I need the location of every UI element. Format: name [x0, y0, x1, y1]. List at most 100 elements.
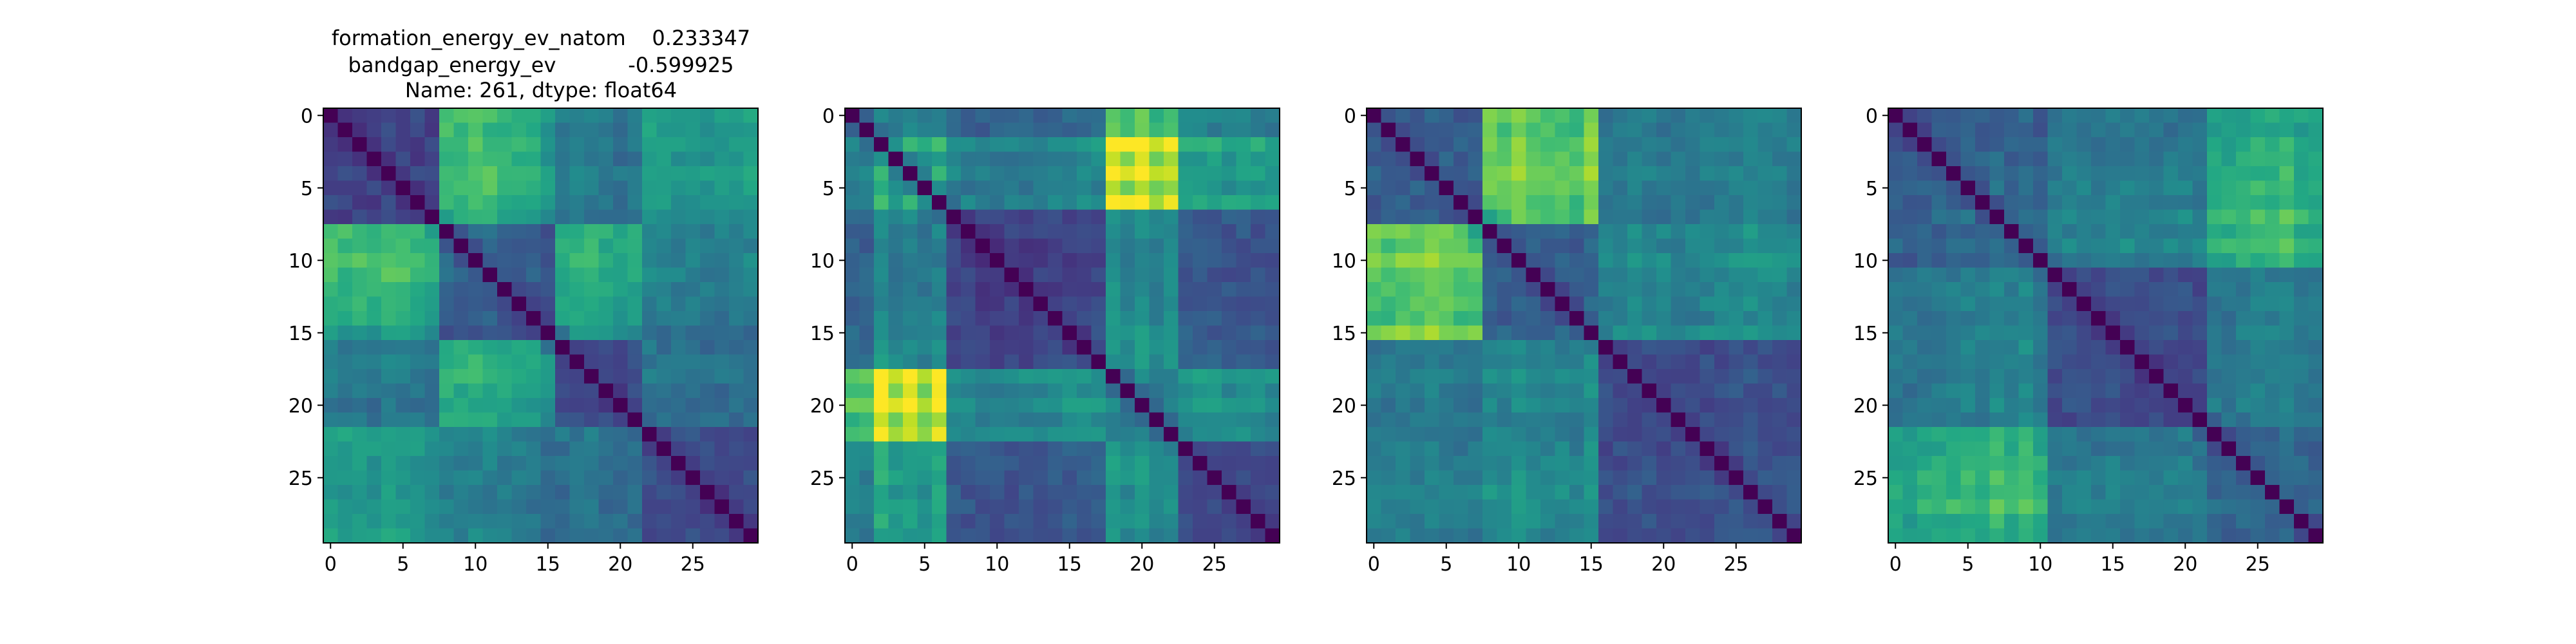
heatmap-cell [946, 151, 961, 167]
heatmap-cell [613, 296, 629, 312]
heatmap-cell [1989, 325, 2005, 341]
heatmap-cell [1613, 166, 1628, 182]
heatmap-cell [1569, 514, 1585, 529]
heatmap-cell [1048, 369, 1063, 384]
heatmap-cell [1946, 253, 1962, 269]
heatmap-cell [1975, 412, 1991, 428]
heatmap-cell [1236, 470, 1251, 486]
heatmap-cell [946, 166, 961, 182]
heatmap-cell [453, 166, 469, 182]
heatmap-cell [1454, 137, 1469, 153]
heatmap-cell [874, 325, 889, 341]
heatmap-cell [1671, 427, 1686, 442]
heatmap-cell [1786, 151, 1802, 167]
heatmap-cell [2120, 514, 2136, 529]
heatmap-cell [613, 369, 629, 384]
heatmap-cell [1526, 122, 1541, 138]
heatmap-cell [1989, 354, 2005, 370]
heatmap-cell [555, 224, 571, 240]
heatmap-cell [1454, 195, 1469, 211]
heatmap-cell [2033, 514, 2049, 529]
heatmap-cell [888, 224, 904, 240]
heatmap-cell [1439, 427, 1454, 442]
heatmap-cell [1960, 282, 1976, 298]
heatmap-cell [2279, 195, 2295, 211]
heatmap-cell [1236, 485, 1251, 500]
heatmap-cell [2192, 470, 2208, 486]
heatmap-cell [1410, 151, 1425, 167]
heatmap-cell [714, 282, 730, 298]
heatmap-cell [497, 137, 513, 153]
heatmap-cell [1048, 456, 1063, 471]
heatmap-cell [1236, 151, 1251, 167]
heatmap-cell [1207, 354, 1222, 370]
heatmap-cell [540, 151, 556, 167]
heatmap-cell [1193, 311, 1208, 327]
heatmap-cell [2120, 485, 2136, 500]
heatmap-cell [1613, 151, 1628, 167]
heatmap-cell [2091, 137, 2107, 153]
heatmap-cell [540, 267, 556, 283]
heatmap-cell [540, 108, 556, 124]
heatmap-cell [1425, 209, 1440, 225]
heatmap-cell [1526, 108, 1541, 124]
heatmap-cell [2018, 253, 2034, 269]
heatmap-cell [888, 108, 904, 124]
heatmap-cell [1975, 383, 1991, 399]
heatmap-cell [2163, 470, 2179, 486]
heatmap-cell [1917, 398, 1933, 413]
heatmap-cell [1931, 296, 1947, 312]
heatmap-cell [2076, 238, 2092, 254]
heatmap-cell [1062, 441, 1077, 457]
heatmap-cell [2004, 470, 2020, 486]
heatmap-cell [1917, 238, 1933, 254]
heatmap-cell [2120, 398, 2136, 413]
heatmap-cell [1555, 485, 1570, 500]
heatmap-cell [2221, 456, 2237, 471]
heatmap-cell [511, 499, 527, 515]
heatmap-cell [1149, 340, 1164, 355]
heatmap-cell [1960, 528, 1976, 544]
heatmap-cell [1613, 499, 1628, 515]
heatmap-cell [1540, 485, 1556, 500]
heatmap-cell [990, 427, 1005, 442]
heatmap-cell [2120, 354, 2136, 370]
heatmap-cell [990, 253, 1005, 269]
heatmap-cell [2047, 166, 2063, 182]
heatmap-cell [1265, 296, 1280, 312]
heatmap-cell [714, 325, 730, 341]
heatmap-cell [627, 427, 643, 442]
heatmap-cell [1164, 122, 1179, 138]
heatmap-cell [917, 311, 933, 327]
heatmap-cell [1454, 267, 1469, 283]
heatmap-cell [526, 470, 542, 486]
heatmap-cell [468, 209, 484, 225]
heatmap-cell [395, 514, 411, 529]
heatmap-cell [903, 369, 918, 384]
heatmap-cell [729, 296, 744, 312]
heatmap-cell [1540, 383, 1556, 399]
heatmap-cell [1511, 137, 1527, 153]
heatmap-cell [366, 195, 382, 211]
heatmap-cell [1743, 470, 1759, 486]
heatmap-cell [1410, 267, 1425, 283]
heatmap-cell [859, 151, 875, 167]
heatmap-cell [1642, 456, 1657, 471]
heatmap-cell [700, 282, 715, 298]
heatmap-cell [2047, 238, 2063, 254]
heatmap-cell [845, 354, 860, 370]
heatmap-cell [1786, 514, 1802, 529]
heatmap-cell [961, 209, 976, 225]
heatmap-cell [1946, 340, 1962, 355]
heatmap-cell [1381, 470, 1396, 486]
heatmap-cell [598, 267, 614, 283]
heatmap-cell [2294, 499, 2309, 515]
heatmap-cell [642, 122, 658, 138]
heatmap-cell [1540, 282, 1556, 298]
heatmap-cell [2207, 180, 2222, 196]
heatmap-cell [1584, 151, 1599, 167]
heatmap-cell [1613, 383, 1628, 399]
heatmap-cell [2134, 166, 2150, 182]
heatmap-cell [497, 412, 513, 428]
heatmap-cell [1598, 514, 1614, 529]
